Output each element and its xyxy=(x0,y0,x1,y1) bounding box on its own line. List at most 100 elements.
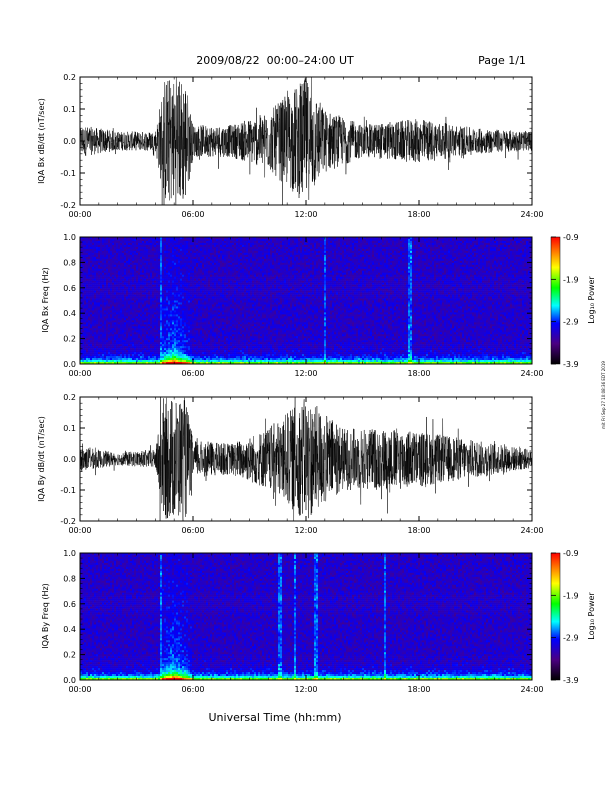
spectrogram-cell xyxy=(124,354,126,356)
spectrogram-cell xyxy=(222,297,224,299)
spectrogram-cell xyxy=(186,308,188,310)
spectrogram-cell xyxy=(184,346,186,348)
spectrogram-cell xyxy=(104,241,106,243)
spectrogram-cell xyxy=(204,239,206,241)
spectrogram-cell xyxy=(200,291,202,293)
spectrogram-cell xyxy=(84,245,86,247)
spectrogram-cell xyxy=(116,273,118,275)
spectrogram-cell xyxy=(130,265,132,267)
spectrogram-cell xyxy=(226,279,228,281)
spectrogram-cell xyxy=(134,291,136,293)
spectrogram-cell xyxy=(188,304,190,306)
spectrogram-cell xyxy=(174,324,176,326)
spectrogram-cell xyxy=(120,342,122,344)
spectrogram-cell xyxy=(210,293,212,295)
spectrogram-cell xyxy=(228,247,230,249)
spectrogram-cell xyxy=(154,289,156,291)
spectrogram-cell xyxy=(186,277,188,279)
spectrogram-cell xyxy=(84,360,86,362)
spectrogram-cell xyxy=(142,267,144,269)
spectrogram-cell xyxy=(224,269,226,271)
spectrogram-cell xyxy=(208,263,210,265)
spectrogram-cell xyxy=(208,261,210,263)
spectrogram-cell xyxy=(172,350,174,352)
spectrogram-cell xyxy=(220,302,222,304)
spectrogram-cell xyxy=(128,324,130,326)
spectrogram-cell xyxy=(156,257,158,259)
spectrogram-cell xyxy=(170,253,172,255)
spectrogram-cell xyxy=(212,247,214,249)
spectrogram-cell xyxy=(88,285,90,287)
spectrogram-cell xyxy=(92,297,94,299)
spectrogram-cell xyxy=(136,243,138,245)
spectrogram-cell xyxy=(192,312,194,314)
spectrogram-cell xyxy=(216,302,218,304)
spectrogram-cell xyxy=(162,285,164,287)
spectrogram-cell xyxy=(208,249,210,251)
spectrogram-cell xyxy=(196,239,198,241)
spectrogram-cell xyxy=(106,332,108,334)
spectrogram-cell xyxy=(150,289,152,291)
spectrogram-cell xyxy=(166,257,168,259)
spectrogram-cell xyxy=(198,356,200,358)
spectrogram-cell xyxy=(198,239,200,241)
spectrogram-cell xyxy=(182,249,184,251)
spectrogram-cell xyxy=(98,241,100,243)
spectrogram-cell xyxy=(152,263,154,265)
spectrogram-cell xyxy=(202,295,204,297)
spectrogram-cell xyxy=(226,301,228,303)
spectrogram-cell xyxy=(126,342,128,344)
spectrogram-cell xyxy=(102,279,104,281)
spectrogram-cell xyxy=(168,293,170,295)
spectrogram-cell xyxy=(134,316,136,318)
spectrogram-cell xyxy=(218,328,220,330)
spectrogram-cell xyxy=(132,287,134,289)
spectrogram-cell xyxy=(126,257,128,259)
spectrogram-cell xyxy=(122,299,124,301)
spectrogram-cell xyxy=(126,336,128,338)
spectrogram-cell xyxy=(136,316,138,318)
spectrogram-cell xyxy=(106,312,108,314)
y-tick-label: 0.2 xyxy=(63,73,76,82)
spectrogram-cell xyxy=(128,326,130,328)
spectrogram-cell xyxy=(144,354,146,356)
spectrogram-cell xyxy=(156,245,158,247)
spectrogram-cell xyxy=(146,350,148,352)
spectrogram-cell xyxy=(134,360,136,362)
spectrogram-cell xyxy=(100,352,102,354)
spectrogram-cell xyxy=(112,265,114,267)
spectrogram-cell xyxy=(112,277,114,279)
spectrogram-cell xyxy=(112,293,114,295)
spectrogram-cell xyxy=(84,301,86,303)
spectrogram-cell xyxy=(168,291,170,293)
spectrogram-cell xyxy=(150,310,152,312)
spectrogram-cell xyxy=(178,281,180,283)
spectrogram-cell xyxy=(112,356,114,358)
spectrogram-cell xyxy=(124,285,126,287)
spectrogram-cell xyxy=(110,356,112,358)
spectrogram-cell xyxy=(100,342,102,344)
spectrogram-cell xyxy=(146,332,148,334)
spectrogram-cell xyxy=(158,289,160,291)
spectrogram-cell xyxy=(112,360,114,362)
spectrogram-cell xyxy=(220,301,222,303)
spectrogram-cell xyxy=(148,332,150,334)
spectrogram-cell xyxy=(172,245,174,247)
spectrogram-cell xyxy=(110,330,112,332)
spectrogram-cell xyxy=(208,310,210,312)
spectrogram-cell xyxy=(174,318,176,320)
spectrogram-cell xyxy=(220,267,222,269)
spectrogram-cell xyxy=(94,306,96,308)
spectrogram-cell xyxy=(82,291,84,293)
spectrogram-cell xyxy=(94,261,96,263)
spectrogram-cell xyxy=(126,295,128,297)
spectrogram-cell xyxy=(172,348,174,350)
spectrogram-cell xyxy=(188,275,190,277)
spectrogram-cell xyxy=(138,273,140,275)
spectrogram-cell xyxy=(162,306,164,308)
spectrogram-cell xyxy=(156,241,158,243)
spectrogram-cell xyxy=(124,277,126,279)
spectrogram-cell xyxy=(86,241,88,243)
spectrogram-cell xyxy=(226,348,228,350)
spectrogram-cell xyxy=(84,265,86,267)
